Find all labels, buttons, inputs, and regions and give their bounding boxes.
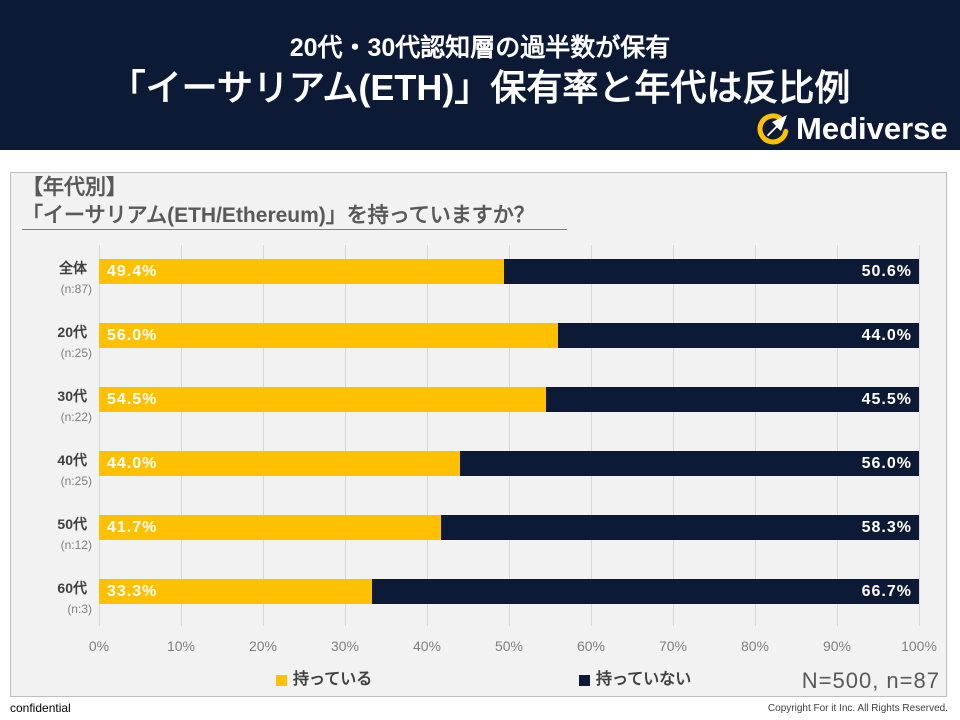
category-sample-size: (n:25) (60, 474, 92, 488)
category-sample-size: (n:87) (60, 282, 92, 296)
bar-segment-not-holding (504, 259, 919, 284)
bar-segment-holding (99, 451, 460, 476)
category-sample-size: (n:25) (60, 346, 92, 360)
x-tick-label: 40% (412, 638, 442, 654)
gridline (345, 245, 346, 626)
x-tick-label: 50% (494, 638, 524, 654)
x-tick-label: 80% (740, 638, 770, 654)
data-label-holding: 56.0% (107, 327, 158, 344)
logo-text: Mediverse (796, 111, 948, 146)
gridline (509, 245, 510, 626)
brand-logo: Mediverse (756, 110, 956, 148)
category-sample-size: (n:3) (67, 602, 92, 616)
x-tick-label: 100% (901, 638, 937, 654)
header-title: 「イーサリアム(ETH)」保有率と年代は反比例 (109, 67, 851, 108)
chart-title: 「イーサリアム(ETH/Ethereum)」を持っていますか？ (22, 203, 567, 230)
bar-segment-holding (99, 323, 559, 348)
category-label: 30代 (57, 388, 87, 404)
category-label: 60代 (57, 580, 87, 596)
gridline (673, 245, 674, 626)
data-label-not-holding: 50.6% (861, 263, 912, 280)
bar-segment-not-holding (440, 515, 919, 540)
x-tick-label: 70% (658, 638, 688, 654)
category-sample-size: (n:22) (60, 410, 92, 424)
gridline (755, 245, 756, 626)
category-label: 40代 (57, 452, 87, 468)
gridline (837, 245, 838, 626)
data-label-holding: 54.5% (107, 391, 158, 408)
section-label: 【年代別】 (22, 176, 127, 199)
crescent-rocket-icon (757, 113, 789, 145)
category-label: 50代 (57, 516, 87, 532)
data-label-not-holding: 44.0% (861, 327, 912, 344)
data-label-holding: 44.0% (107, 455, 158, 472)
data-label-not-holding: 45.5% (861, 391, 912, 408)
confidential-label: confidential (10, 701, 71, 715)
bar-segment-not-holding (545, 387, 919, 412)
legend-label-not-holding: 持っていない (596, 671, 692, 688)
category-sample-size: (n:12) (60, 538, 92, 552)
plot-area: 0% 10% 20% 30% 40% 50% 60% 70% 80% 90% 100% 49.4% 50… (89, 245, 937, 654)
gridline (591, 245, 592, 626)
category-axis: 全体 (n:87) 20代 (n:25) 30代 (n:22) 40代 (n:25) 50代 (n… (0, 245, 99, 626)
x-tick-label: 60% (576, 638, 606, 654)
header-banner: 20代・30代認知層の過半数が保有 「イーサリアム(ETH)」保有率と年代は反比… (0, 0, 960, 150)
gridline (919, 245, 920, 626)
x-tick-label: 10% (166, 638, 196, 654)
data-label-holding: 33.3% (107, 583, 158, 600)
legend-label-holding: 持っている (293, 671, 373, 688)
bar-segment-holding (99, 579, 373, 604)
bar-segment-not-holding (558, 323, 919, 348)
gridline (263, 245, 264, 626)
data-label-holding: 41.7% (107, 519, 158, 536)
data-label-not-holding: 58.3% (861, 519, 912, 536)
x-tick-label: 30% (330, 638, 360, 654)
x-tick-label: 0% (88, 638, 110, 654)
copyright-notice: Copyright For it Inc. All Rights Reserve… (767, 703, 948, 714)
x-tick-label: 20% (248, 638, 278, 654)
gridline (427, 245, 428, 626)
bar-segment-holding (99, 387, 546, 412)
sample-size-note: N=500, n=87 (801, 668, 940, 693)
legend-swatch-holding (276, 675, 287, 686)
bar-segment-holding (99, 259, 505, 284)
data-label-not-holding: 56.0% (861, 455, 912, 472)
bar-segment-holding (99, 515, 441, 540)
legend-swatch-not-holding (579, 675, 590, 686)
data-label-not-holding: 66.7% (861, 583, 912, 600)
gridline (181, 245, 182, 626)
bar-segment-not-holding (459, 451, 919, 476)
gridline (99, 245, 100, 626)
bar-segment-not-holding (372, 579, 919, 604)
category-label: 20代 (57, 324, 87, 340)
x-tick-label: 90% (822, 638, 852, 654)
data-label-holding: 49.4% (107, 263, 158, 280)
header-subtitle: 20代・30代認知層の過半数が保有 (289, 34, 671, 62)
category-label: 全体 (59, 260, 87, 276)
